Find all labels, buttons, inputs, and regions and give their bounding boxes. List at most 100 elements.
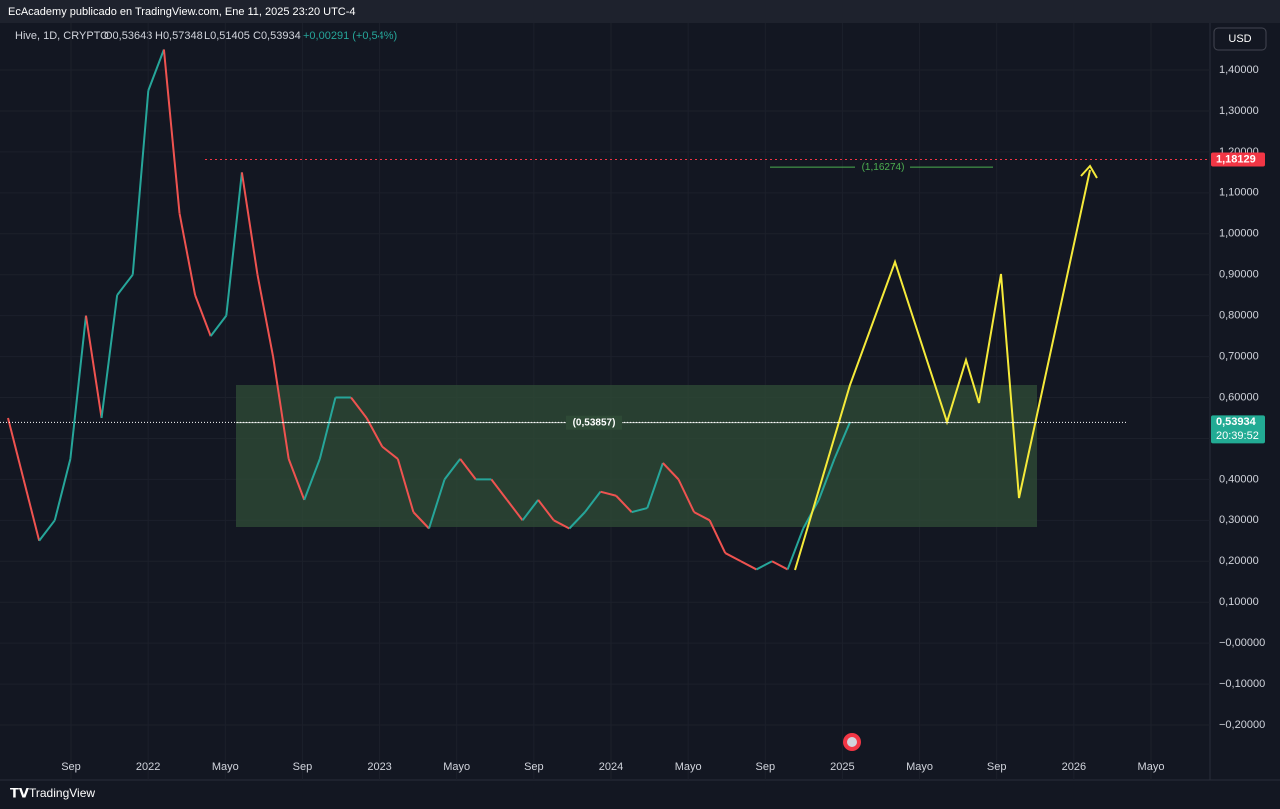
header-title: EcAcademy publicado en TradingView.com, … xyxy=(8,6,356,18)
x-tick-label: Mayo xyxy=(212,761,239,773)
range-mid-label: (0,53857) xyxy=(573,417,616,428)
price-segment xyxy=(225,172,243,316)
legend-high: H0,57348 xyxy=(155,30,203,42)
y-tick-label: 0,90000 xyxy=(1219,269,1259,281)
event-icon-inner xyxy=(847,737,857,747)
x-tick-label: Sep xyxy=(524,761,544,773)
price-segment xyxy=(396,458,415,513)
price-segment xyxy=(53,458,72,521)
price-segment xyxy=(7,417,25,480)
price-segment xyxy=(600,490,617,497)
price-segment xyxy=(22,479,41,542)
y-tick-label: 0,60000 xyxy=(1219,391,1259,403)
price-label: 0,53934 xyxy=(1216,416,1257,428)
price-segment xyxy=(724,552,742,563)
price-segment xyxy=(412,511,430,530)
price-segment xyxy=(553,519,570,530)
price-segment xyxy=(116,274,134,296)
legend-change: +0,00291 (+0,54%) xyxy=(303,30,397,42)
footer-brand: TradingView xyxy=(29,786,95,800)
price-segment xyxy=(740,560,757,571)
price-segment xyxy=(521,499,539,521)
footer-logo: 𝗧𝗩 xyxy=(10,785,29,800)
x-tick-label: Mayo xyxy=(906,761,933,773)
price-label-box xyxy=(1211,152,1265,167)
price-segment xyxy=(318,397,337,460)
price-segment xyxy=(490,478,508,501)
price-segment xyxy=(178,213,197,296)
price-segment xyxy=(615,495,633,513)
legend-close: C0,53934 xyxy=(253,30,301,42)
price-series xyxy=(7,49,851,571)
range-box xyxy=(236,385,1037,527)
x-tick-label: Mayo xyxy=(443,761,470,773)
legend-open: O0,53643 xyxy=(104,30,152,42)
price-segment xyxy=(240,172,259,275)
x-tick-label: Sep xyxy=(987,761,1007,773)
price-segment xyxy=(381,445,399,460)
x-tick-label: 2023 xyxy=(367,761,391,773)
price-segment xyxy=(631,507,648,514)
price-segment xyxy=(428,479,446,529)
y-tick-label: −0,20000 xyxy=(1219,719,1265,731)
y-tick-label: 1,30000 xyxy=(1219,105,1259,117)
y-tick-label: 0,40000 xyxy=(1219,473,1259,485)
price-segment xyxy=(459,458,477,480)
x-tick-label: Mayo xyxy=(1138,761,1165,773)
x-tick-label: 2024 xyxy=(599,761,623,773)
legend-low: L0,51405 xyxy=(204,30,250,42)
price-segment xyxy=(209,315,228,337)
x-tick-label: 2022 xyxy=(136,761,160,773)
range-mid-bg xyxy=(566,415,622,430)
x-tick-label: Sep xyxy=(755,761,775,773)
projection-arrow xyxy=(1080,164,1098,179)
price-segment xyxy=(662,462,680,481)
x-tick-label: Sep xyxy=(61,761,81,773)
y-tick-label: 0,20000 xyxy=(1219,555,1259,567)
price-segment xyxy=(693,511,711,522)
price-segment xyxy=(833,421,851,460)
y-tick-label: 0,30000 xyxy=(1219,514,1259,526)
measure-label: (1,16274) xyxy=(862,162,905,173)
price-segment xyxy=(506,499,524,521)
price-segment xyxy=(708,519,727,554)
x-tick-label: 2026 xyxy=(1062,761,1086,773)
price-segment xyxy=(162,49,181,214)
price-segment xyxy=(303,458,321,501)
y-tick-label: 0,80000 xyxy=(1219,310,1259,322)
y-tick-label: 1,10000 xyxy=(1219,187,1259,199)
y-tick-label: 0,70000 xyxy=(1219,350,1259,362)
price-segment xyxy=(350,396,368,419)
price-segment xyxy=(100,295,119,419)
x-tick-label: Mayo xyxy=(675,761,702,773)
price-segment xyxy=(69,315,87,460)
price-segment xyxy=(677,478,695,513)
price-label: 1,18129 xyxy=(1216,153,1256,165)
countdown-label: 20:39:52 xyxy=(1216,430,1259,442)
price-segment xyxy=(443,458,461,480)
currency-label: USD xyxy=(1228,33,1251,45)
price-segment xyxy=(194,294,212,337)
price-segment xyxy=(568,511,586,530)
header-bar xyxy=(0,0,1280,23)
price-segment xyxy=(84,315,103,419)
price-segment xyxy=(646,462,664,509)
x-tick-label: 2025 xyxy=(830,761,854,773)
price-segment xyxy=(131,90,150,275)
projection-path xyxy=(794,169,1091,571)
y-tick-label: −0,00000 xyxy=(1219,637,1265,649)
price-segment xyxy=(584,491,602,513)
legend-symbol: Hive, 1D, CRYPTO xyxy=(15,30,109,42)
y-tick-label: 0,10000 xyxy=(1219,596,1259,608)
currency-button[interactable] xyxy=(1213,27,1267,51)
price-segment xyxy=(786,528,805,570)
price-segment xyxy=(256,274,275,357)
price-segment xyxy=(537,499,555,521)
footer-bar xyxy=(0,781,1280,809)
price-segment xyxy=(771,560,789,571)
y-tick-label: 1,40000 xyxy=(1219,64,1259,76)
price-label-box xyxy=(1211,415,1265,444)
price-segment xyxy=(817,458,836,501)
price-segment xyxy=(38,519,56,542)
